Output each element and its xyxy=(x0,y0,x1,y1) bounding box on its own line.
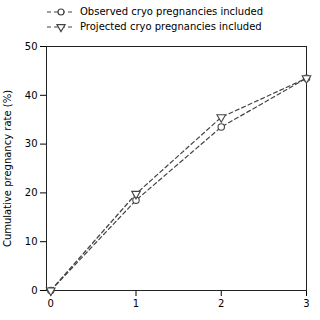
svg-text:40: 40 xyxy=(25,90,38,101)
svg-text:30: 30 xyxy=(25,138,38,149)
svg-text:1: 1 xyxy=(133,298,139,309)
html-text:Projected cryo pregnancies inc: Projected cryo pregnancies included xyxy=(80,21,262,32)
svg-text:10: 10 xyxy=(25,236,38,247)
svg-text:0: 0 xyxy=(31,285,37,296)
html-text:Observed cryo pregnancies incl: Observed cryo pregnancies included xyxy=(80,6,264,17)
svg-text:2: 2 xyxy=(218,298,224,309)
svg-text:50: 50 xyxy=(25,41,38,52)
svg-text:3: 3 xyxy=(303,298,309,309)
svg-text:Cumulative pregnancy rate (%): Cumulative pregnancy rate (%) xyxy=(2,90,13,247)
svg-text:20: 20 xyxy=(25,187,38,198)
svg-text:0: 0 xyxy=(48,298,54,309)
